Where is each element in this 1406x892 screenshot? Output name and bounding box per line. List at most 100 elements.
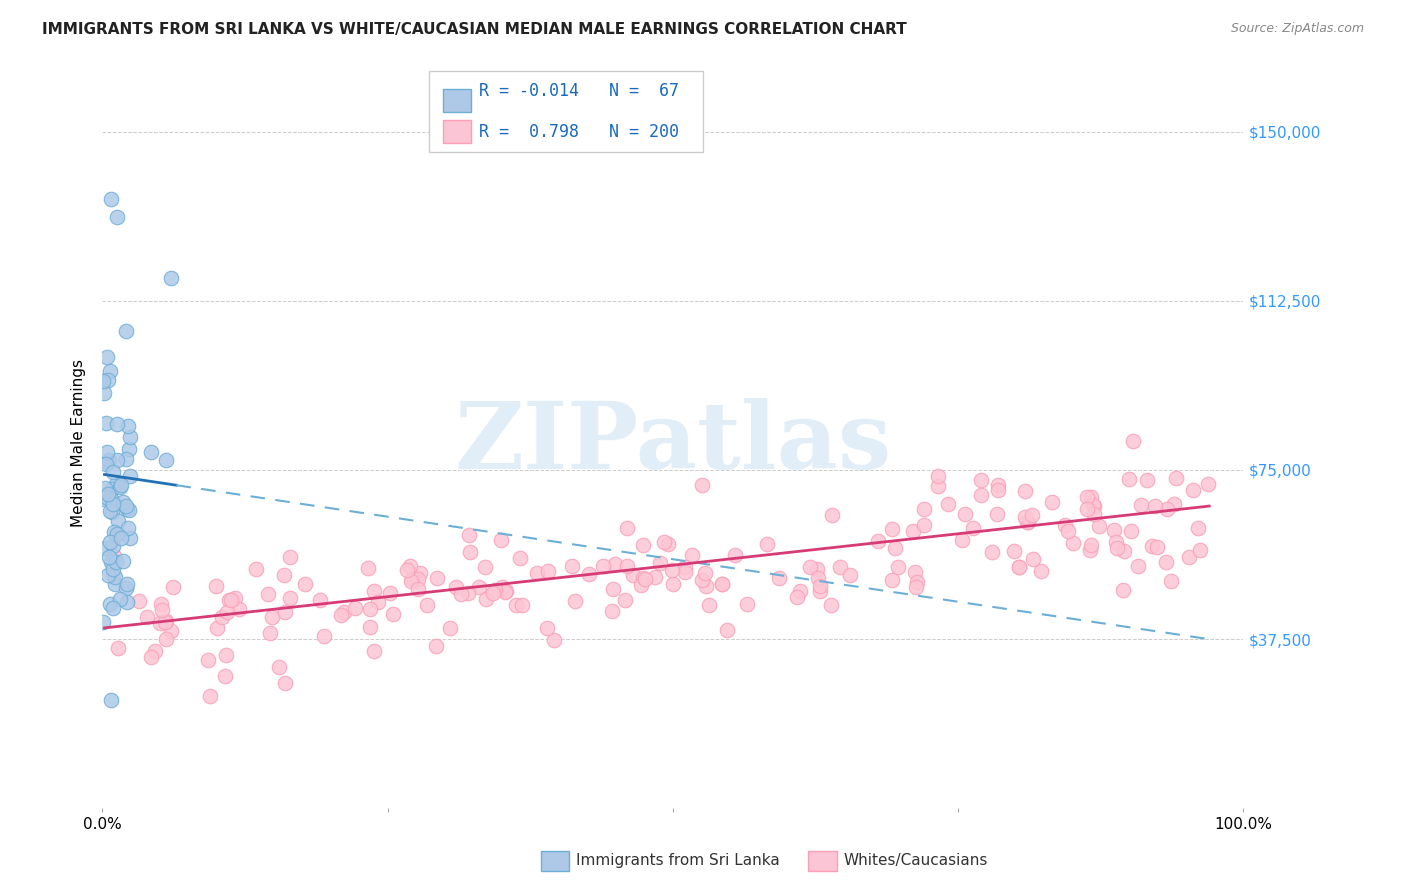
- Point: [808, 578, 831, 592]
- Point: [115, 582, 138, 596]
- Point: [104, 570, 127, 584]
- Point: [1076, 501, 1098, 516]
- Point: [887, 560, 910, 574]
- Point: [114, 324, 136, 338]
- Point: [101, 482, 124, 496]
- Point: [105, 211, 128, 225]
- Point: [458, 528, 481, 542]
- Point: [117, 594, 139, 608]
- Point: [724, 548, 747, 562]
- Point: [673, 565, 696, 579]
- Point: [103, 497, 125, 511]
- Point: [509, 550, 531, 565]
- Point: [367, 595, 389, 609]
- Point: [616, 520, 638, 534]
- Point: [96, 350, 118, 364]
- Point: [912, 518, 935, 533]
- Point: [359, 620, 381, 634]
- Point: [344, 601, 367, 615]
- Point: [1078, 542, 1101, 557]
- Point: [1087, 519, 1109, 533]
- Point: [426, 571, 449, 585]
- Point: [97, 549, 120, 564]
- Point: [399, 574, 422, 588]
- Point: [884, 541, 907, 555]
- Point: [274, 605, 297, 619]
- Point: [652, 534, 675, 549]
- Point: [98, 453, 121, 467]
- Point: [214, 669, 236, 683]
- Point: [710, 576, 733, 591]
- Point: [100, 192, 122, 206]
- Point: [474, 560, 496, 574]
- Point: [950, 533, 973, 547]
- Point: [149, 615, 172, 630]
- Point: [110, 531, 132, 545]
- Point: [118, 531, 141, 545]
- Point: [312, 629, 335, 643]
- Point: [107, 527, 129, 541]
- Point: [97, 373, 120, 387]
- Point: [96, 416, 118, 430]
- Point: [104, 555, 127, 569]
- Point: [592, 559, 614, 574]
- Point: [495, 584, 517, 599]
- Point: [600, 604, 623, 618]
- Point: [100, 693, 122, 707]
- Point: [1142, 540, 1164, 554]
- Point: [333, 605, 356, 619]
- Point: [474, 591, 496, 606]
- Point: [135, 610, 157, 624]
- Point: [1057, 524, 1080, 538]
- Point: [866, 533, 889, 548]
- Point: [155, 632, 177, 646]
- Point: [839, 568, 862, 582]
- Point: [280, 591, 302, 605]
- Point: [101, 600, 124, 615]
- Point: [94, 481, 117, 495]
- Point: [695, 579, 717, 593]
- Point: [1080, 538, 1102, 552]
- Point: [526, 566, 548, 581]
- Point: [108, 592, 131, 607]
- Point: [450, 587, 472, 601]
- Point: [215, 605, 238, 619]
- Point: [1154, 555, 1177, 569]
- Point: [224, 591, 246, 605]
- Point: [561, 558, 583, 573]
- Point: [103, 549, 125, 563]
- Point: [481, 586, 503, 600]
- Point: [1008, 560, 1031, 574]
- Text: ZIPatlas: ZIPatlas: [454, 398, 891, 488]
- Point: [1187, 521, 1209, 535]
- Point: [409, 566, 432, 580]
- Point: [673, 559, 696, 574]
- Text: Immigrants from Sri Lanka: Immigrants from Sri Lanka: [576, 854, 780, 868]
- Point: [578, 566, 600, 581]
- Point: [602, 582, 624, 596]
- Point: [786, 591, 808, 605]
- Point: [912, 501, 935, 516]
- Point: [115, 577, 138, 591]
- Point: [93, 615, 115, 630]
- Text: Source: ZipAtlas.com: Source: ZipAtlas.com: [1230, 22, 1364, 36]
- Point: [273, 568, 295, 582]
- Point: [108, 480, 131, 494]
- Point: [716, 623, 738, 637]
- Point: [807, 571, 830, 585]
- Point: [162, 580, 184, 594]
- Point: [536, 621, 558, 635]
- Point: [505, 599, 527, 613]
- Point: [330, 608, 353, 623]
- Point: [228, 602, 250, 616]
- Point: [1083, 499, 1105, 513]
- Point: [1143, 500, 1166, 514]
- Point: [197, 653, 219, 667]
- Point: [1119, 524, 1142, 538]
- Point: [100, 555, 122, 569]
- Point: [101, 567, 124, 582]
- Point: [634, 572, 657, 586]
- Point: [117, 418, 139, 433]
- Point: [425, 640, 447, 654]
- Point: [104, 476, 127, 491]
